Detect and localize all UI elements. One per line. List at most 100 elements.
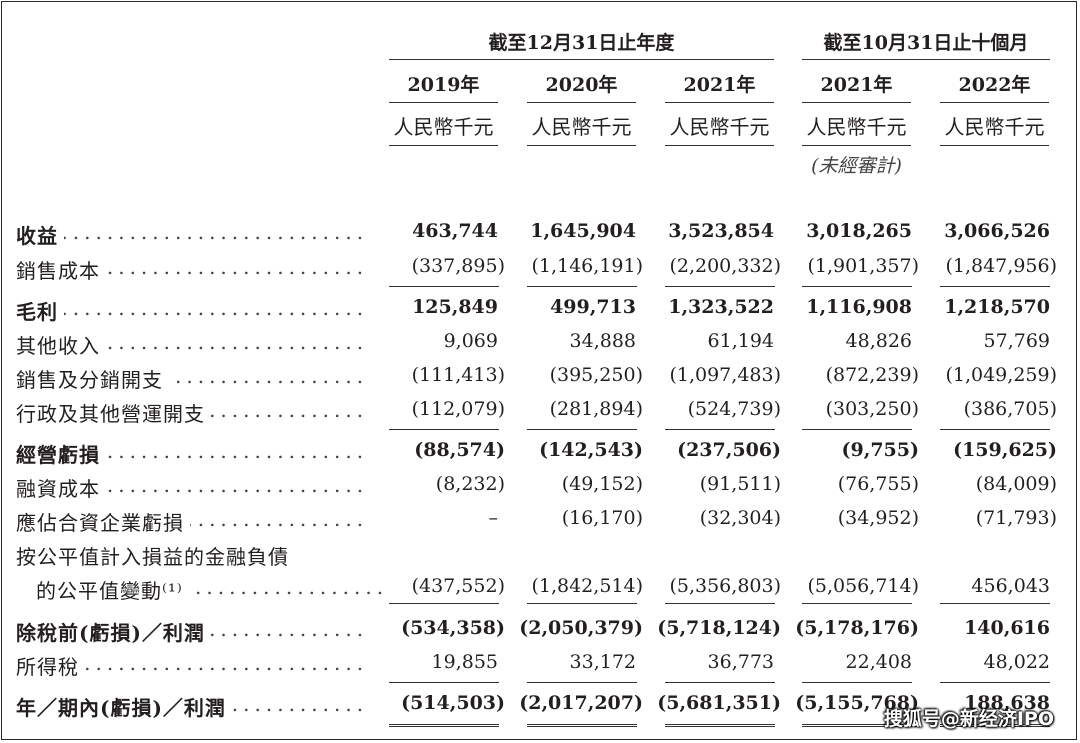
- value-cell: 48,826: [845, 330, 912, 352]
- value-cell: (91,511): [699, 473, 781, 495]
- row-label: 年／期內(虧損)／利潤.............................…: [16, 692, 366, 721]
- table-row: 經營虧損....................................…: [0, 439, 1080, 467]
- table-row: 按公平值計入損益的金融負債: [0, 541, 1080, 569]
- leader-dots: ........................................…: [16, 296, 366, 320]
- value-cell: (2,017,207): [519, 692, 643, 714]
- table-row: 其他收入....................................…: [0, 330, 1080, 358]
- value-cell: 33,172: [569, 651, 636, 673]
- total-rule: [802, 286, 912, 287]
- leader-dots: ........................................…: [16, 220, 366, 244]
- value-cell: 499,713: [550, 296, 636, 318]
- value-cell: 9,069: [443, 330, 498, 352]
- value-cell: (281,894): [549, 398, 643, 420]
- unit-2021: 人民幣千元: [665, 111, 774, 146]
- value-cell: (5,718,124): [657, 617, 781, 639]
- value-cell: 188,638: [964, 692, 1050, 714]
- row-label-text: 經營虧損: [16, 443, 106, 467]
- table-row: 銷售及分銷開支.................................…: [0, 364, 1080, 392]
- row-label-text: 應佔合資企業虧損: [16, 511, 190, 535]
- table-row: 收益......................................…: [0, 220, 1080, 248]
- row-label: 融資成本....................................…: [16, 473, 366, 502]
- final-double-rule: [389, 724, 499, 727]
- value-cell: (395,250): [549, 364, 643, 386]
- row-label: 行政及其他營運開支...............................…: [16, 398, 366, 427]
- row-label: 按公平值計入損益的金融負債: [16, 541, 366, 570]
- col-year-2020: 2020年: [527, 70, 636, 103]
- table-row: 銷售成本....................................…: [0, 255, 1080, 283]
- table-row: 行政及其他營運開支...............................…: [0, 398, 1080, 426]
- total-rule: [940, 603, 1050, 604]
- row-label: 銷售成本....................................…: [16, 255, 366, 284]
- value-cell: (524,739): [687, 398, 781, 420]
- value-cell: (32,304): [699, 507, 781, 529]
- table-row: 融資成本....................................…: [0, 473, 1080, 501]
- final-double-rule: [527, 724, 637, 727]
- table-row: 年／期內(虧損)／利潤.............................…: [0, 692, 1080, 720]
- watermark: 搜狐号@新经济IPO: [883, 708, 1054, 730]
- row-label-text: 除稅前(虧損)／利潤: [16, 621, 211, 645]
- value-cell: (8,232): [435, 473, 505, 495]
- final-double-rule: [940, 724, 1050, 727]
- unit-2019: 人民幣千元: [389, 111, 498, 146]
- total-rule: [802, 429, 912, 430]
- row-label-text: 融資成本: [16, 477, 106, 501]
- total-rule: [940, 429, 1050, 430]
- period-header-ten-months: 截至10月31日止十個月: [802, 28, 1050, 60]
- row-label: 的公平值變動⁽¹⁾...............................…: [36, 575, 386, 604]
- unaudited-note: (未經審計): [811, 155, 902, 177]
- total-rule: [389, 682, 499, 683]
- col-period-2021: 2021年: [802, 70, 911, 103]
- value-cell: (534,358): [401, 617, 505, 639]
- final-double-rule: [665, 724, 775, 727]
- value-cell: (303,250): [825, 398, 919, 420]
- value-cell: 140,616: [964, 617, 1050, 639]
- table-row: 應佔合資企業虧損................................…: [0, 507, 1080, 535]
- table-row: 所得稅.....................................…: [0, 651, 1080, 679]
- value-cell: (1,901,357): [807, 255, 919, 277]
- total-rule: [527, 286, 637, 287]
- value-cell: 3,066,526: [944, 220, 1050, 242]
- value-cell: 61,194: [707, 330, 774, 352]
- total-rule: [665, 286, 775, 287]
- total-rule: [940, 286, 1050, 287]
- row-label-text: 所得稅: [16, 655, 85, 679]
- col-period-2022: 2022年: [940, 70, 1049, 103]
- value-cell: (34,952): [837, 507, 919, 529]
- value-cell: 1,323,522: [668, 296, 774, 318]
- value-cell: (76,755): [837, 473, 919, 495]
- value-cell: (514,503): [401, 692, 505, 714]
- value-cell: (5,681,351): [657, 692, 781, 714]
- total-rule: [665, 603, 775, 604]
- row-label-text: 年／期內(虧損)／利潤: [16, 696, 232, 720]
- value-cell: (5,356,803): [669, 575, 781, 597]
- row-label: 所得稅.....................................…: [16, 651, 366, 680]
- value-cell: (112,079): [411, 398, 505, 420]
- total-rule: [802, 682, 912, 683]
- table-row: 的公平值變動⁽¹⁾...............................…: [0, 575, 1080, 603]
- value-cell: (84,009): [975, 473, 1057, 495]
- value-cell: 36,773: [707, 651, 774, 673]
- total-rule: [940, 682, 1050, 683]
- value-cell: (2,050,379): [519, 617, 643, 639]
- value-cell: (88,574): [414, 439, 505, 461]
- table-row: 除稅前(虧損)／利潤..............................…: [0, 617, 1080, 645]
- final-double-rule: [802, 724, 912, 727]
- value-cell: 1,218,570: [944, 296, 1050, 318]
- row-label: 經營虧損....................................…: [16, 439, 366, 468]
- value-cell: 1,645,904: [530, 220, 636, 242]
- value-cell: (2,200,332): [669, 255, 781, 277]
- total-rule: [389, 286, 499, 287]
- total-rule: [527, 429, 637, 430]
- value-cell: (5,178,176): [795, 617, 919, 639]
- value-cell: 57,769: [983, 330, 1050, 352]
- value-cell: (49,152): [561, 473, 643, 495]
- value-cell: (1,842,514): [531, 575, 643, 597]
- col-year-2021: 2021年: [665, 70, 774, 103]
- row-label-text: 收益: [16, 224, 64, 248]
- value-cell: (386,705): [963, 398, 1057, 420]
- value-cell: 3,523,854: [668, 220, 774, 242]
- total-rule: [665, 429, 775, 430]
- value-cell: –: [488, 507, 499, 529]
- row-label-text: 的公平值變動⁽¹⁾: [36, 579, 189, 603]
- unit-period-2022: 人民幣千元: [940, 111, 1049, 146]
